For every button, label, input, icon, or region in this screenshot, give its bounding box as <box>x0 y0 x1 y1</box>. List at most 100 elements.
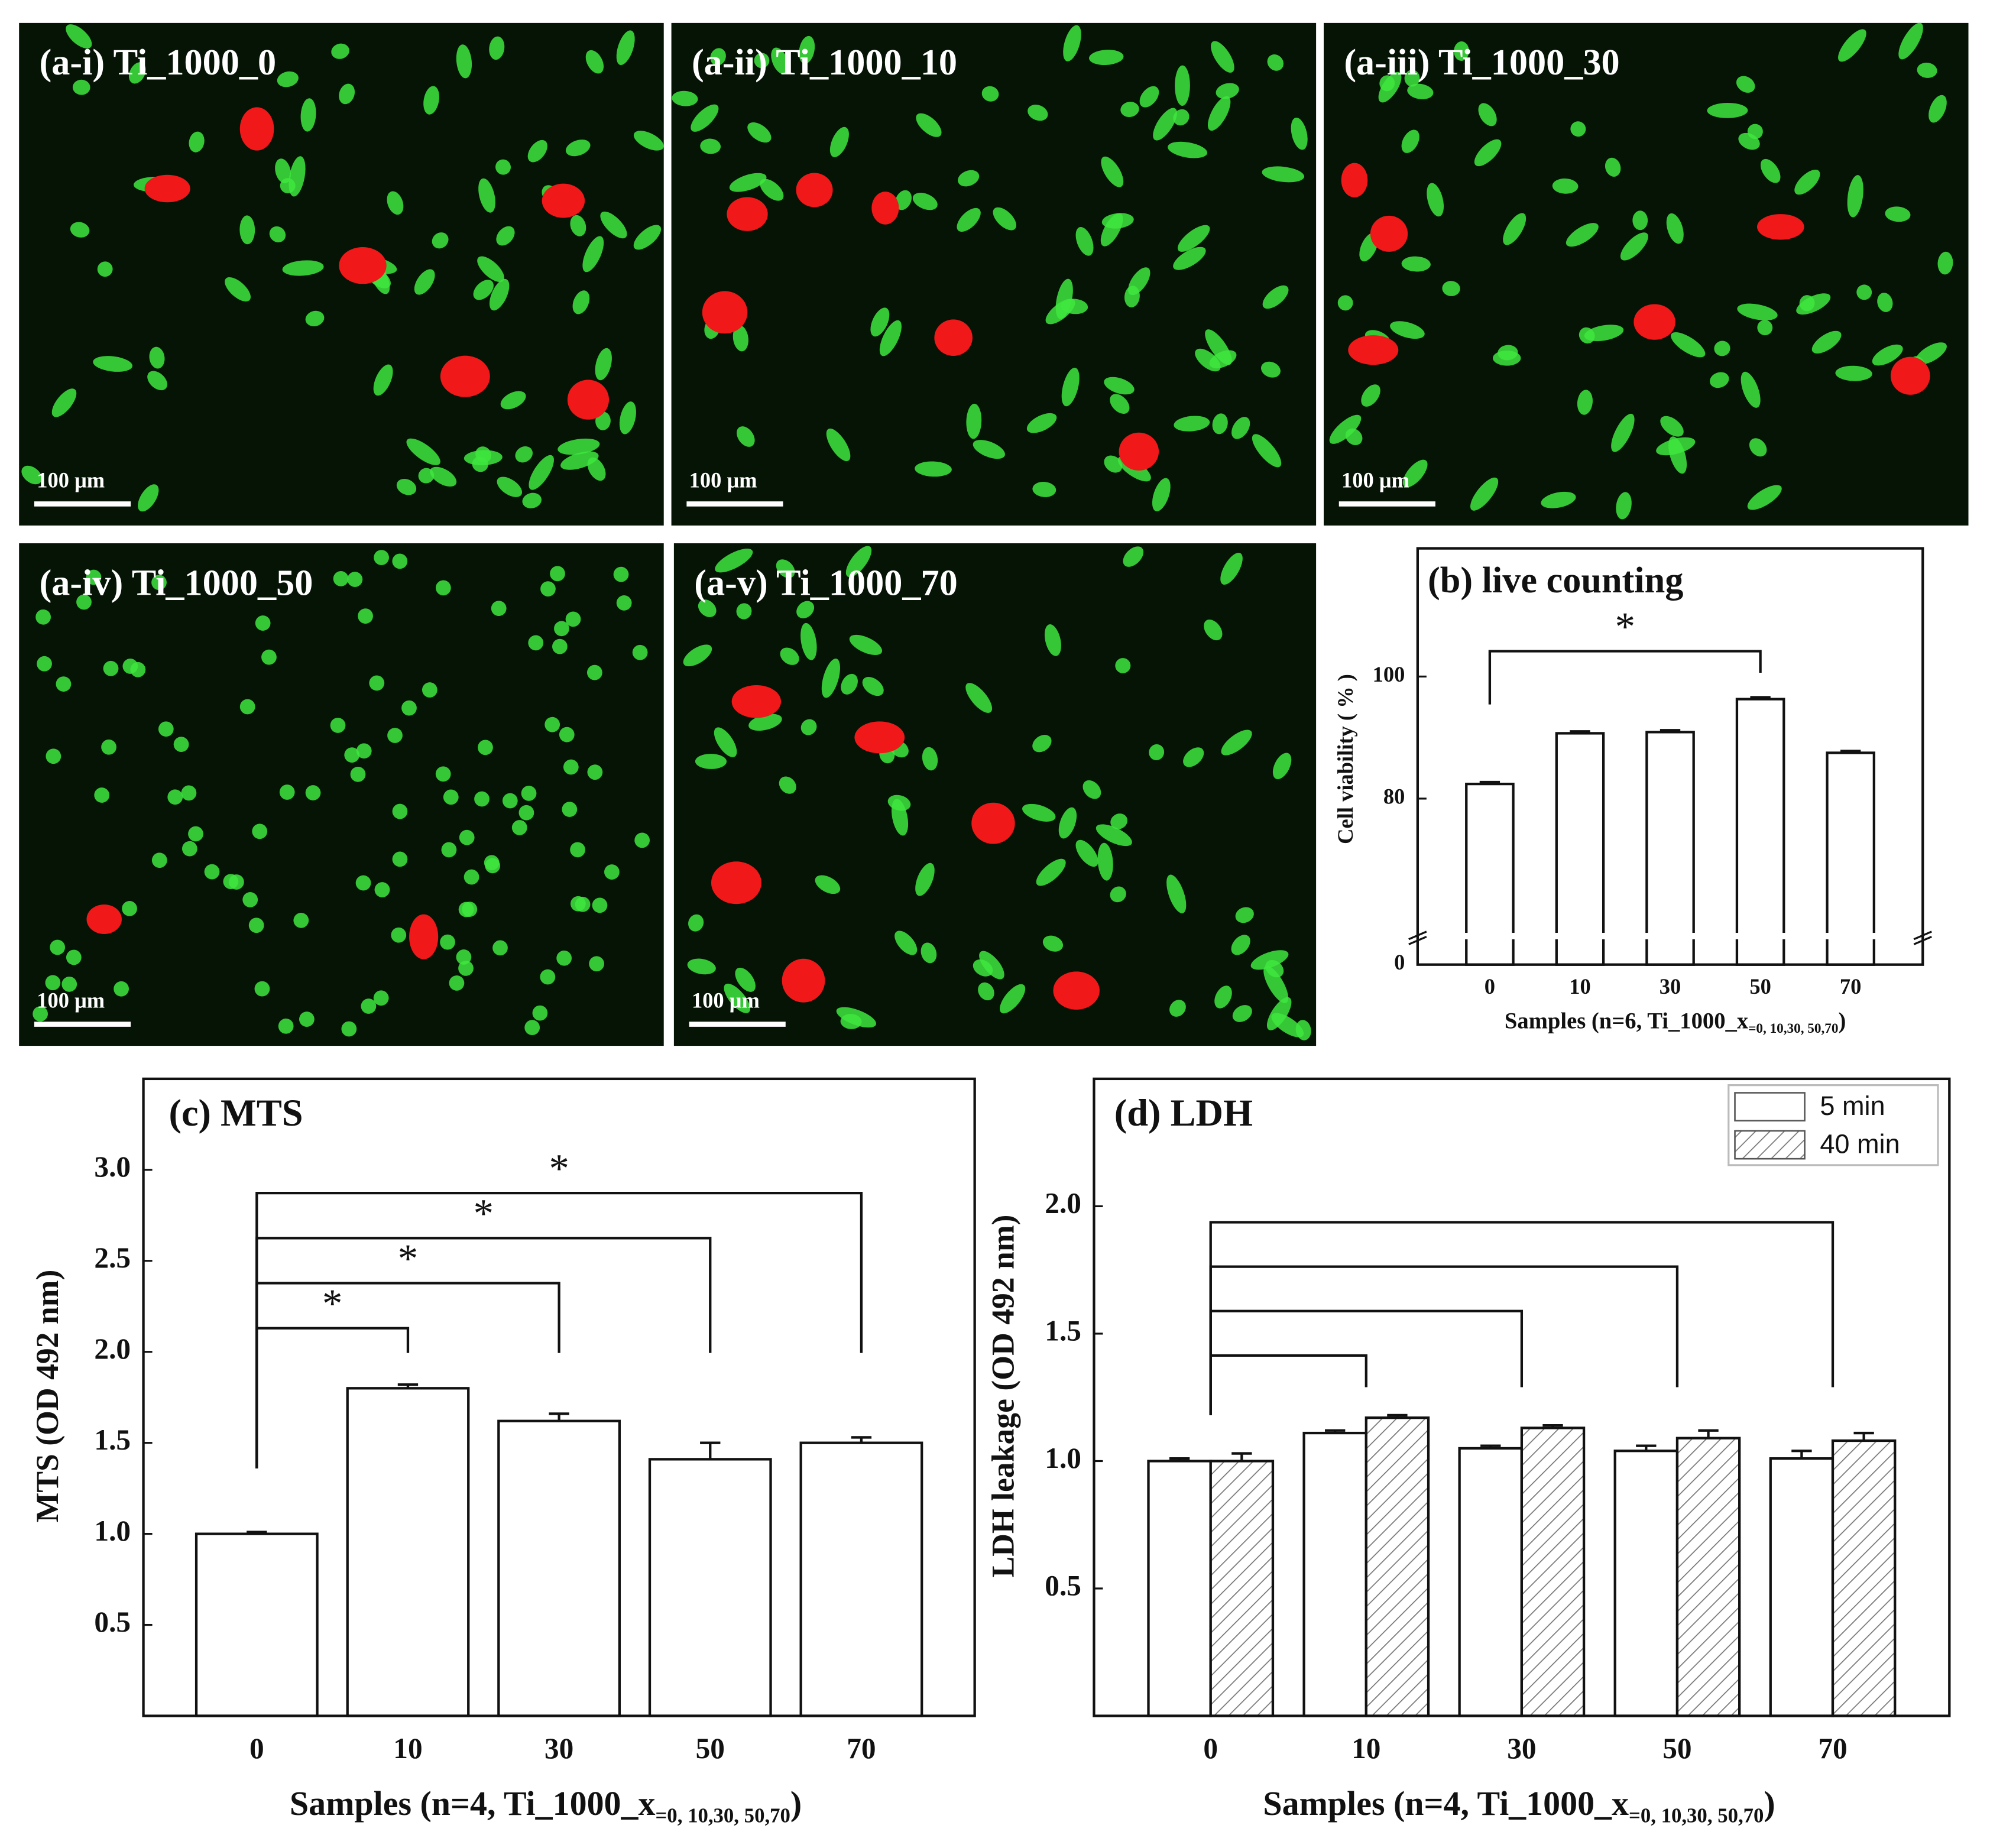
bar <box>1613 1450 1679 1717</box>
live-cell <box>1173 109 1190 126</box>
live-cell <box>293 912 309 928</box>
live-cell <box>275 158 291 184</box>
live-cell <box>1541 491 1576 508</box>
live-cell <box>1058 807 1077 839</box>
live-cell <box>1169 1000 1186 1017</box>
live-cell <box>870 307 890 337</box>
live-cell <box>456 44 472 79</box>
dead-cell <box>542 183 585 218</box>
live-cell <box>1139 86 1159 108</box>
live-cell <box>841 673 858 695</box>
error-bar <box>1660 729 1681 732</box>
live-cell <box>1231 935 1250 955</box>
x-tick-label: 0 <box>1203 1732 1218 1765</box>
live-cell <box>1032 734 1052 753</box>
live-cell <box>527 140 547 163</box>
live-cell <box>683 644 712 667</box>
live-cell <box>735 967 756 992</box>
live-cell <box>477 256 504 283</box>
live-cell <box>181 785 197 801</box>
y-tick-label: 2.5 <box>94 1241 131 1274</box>
live-cell <box>66 949 82 965</box>
x-axis-label-part: ) <box>1764 1784 1775 1823</box>
x-axis-label-part: =0, 10,30, 50,70 <box>1629 1804 1764 1827</box>
bar <box>1675 1437 1741 1717</box>
live-cell <box>1407 83 1434 99</box>
live-cell <box>358 608 373 624</box>
live-cell <box>252 824 268 839</box>
live-cell <box>559 727 575 743</box>
live-cell <box>915 461 952 477</box>
live-cell <box>1937 251 1953 275</box>
live-cell <box>269 226 286 242</box>
live-cell <box>158 721 174 737</box>
live-cell <box>1252 434 1282 468</box>
significance-bracket <box>255 1191 863 1468</box>
micrograph-background <box>19 22 664 526</box>
live-cell <box>1152 478 1171 511</box>
y-tick-label: 1.5 <box>94 1424 131 1456</box>
dead-cell <box>567 380 610 420</box>
live-cell <box>587 764 603 780</box>
bar <box>1645 731 1695 966</box>
live-cell <box>845 546 872 578</box>
x-axis-label: Samples (n=4, Ti_1000_x=0, 10,30, 50,70) <box>1263 1784 1775 1827</box>
live-cell <box>518 805 534 821</box>
live-cell <box>1061 367 1080 407</box>
x-tick-label: 50 <box>696 1732 725 1765</box>
x-axis-label-part: ) <box>790 1784 802 1823</box>
live-cell <box>1656 437 1696 456</box>
axis-break <box>1409 933 1931 939</box>
live-cell <box>1616 492 1632 520</box>
live-cell <box>1168 141 1208 158</box>
live-cell <box>1917 62 1937 78</box>
plot-frame <box>142 1077 976 1717</box>
live-cell <box>879 320 902 356</box>
bar <box>799 1441 923 1717</box>
live-cell <box>350 766 366 782</box>
live-cell <box>459 829 475 845</box>
live-cell <box>432 232 449 249</box>
x-axis-label: Samples (n=6, Ti_1000_x=0, 10,30, 50,70) <box>1505 1009 1846 1036</box>
live-cell <box>1096 824 1132 847</box>
dead-cell <box>796 173 833 208</box>
live-cell <box>800 623 817 660</box>
x-tick-label: 10 <box>1351 1732 1380 1765</box>
live-cell <box>497 476 523 497</box>
live-cell <box>86 569 102 585</box>
error-bar <box>1325 1429 1346 1434</box>
dead-cell <box>239 107 274 151</box>
live-cell <box>462 902 478 917</box>
live-cell <box>1221 730 1252 756</box>
live-cell <box>672 90 698 106</box>
y-tick-label: 1.0 <box>94 1515 131 1547</box>
live-cell <box>188 826 203 842</box>
live-cell <box>736 603 752 620</box>
live-cell <box>760 179 784 201</box>
y-axis-label: LDH leakage (OD 492 nm) <box>986 1215 1021 1578</box>
live-cell <box>1214 985 1232 1009</box>
dead-cell <box>971 802 1015 844</box>
live-cell <box>1898 22 1923 60</box>
micrograph: (a-i) Ti_1000_0 100 μm <box>19 22 664 526</box>
x-tick-label: 30 <box>1507 1732 1536 1765</box>
live-cell <box>35 609 51 625</box>
live-cell <box>33 1006 48 1022</box>
live-cell <box>1741 371 1761 408</box>
live-cell <box>563 759 579 775</box>
live-cell <box>1337 295 1353 311</box>
live-cell <box>1885 206 1911 222</box>
live-cell <box>800 719 817 735</box>
live-cell <box>1660 416 1684 437</box>
live-cell <box>94 787 110 803</box>
x-axis-label: Samples (n=4, Ti_1000_x=0, 10,30, 50,70) <box>290 1784 802 1827</box>
x-axis-label-part: =0, 10,30, 50,70 <box>1748 1021 1838 1036</box>
live-cell <box>1796 293 1831 315</box>
error-bar <box>1840 750 1861 753</box>
live-cell <box>540 969 556 985</box>
plot-frame <box>1416 547 1924 966</box>
live-cell <box>373 364 393 396</box>
live-cell <box>981 86 999 102</box>
live-cell <box>138 484 159 512</box>
